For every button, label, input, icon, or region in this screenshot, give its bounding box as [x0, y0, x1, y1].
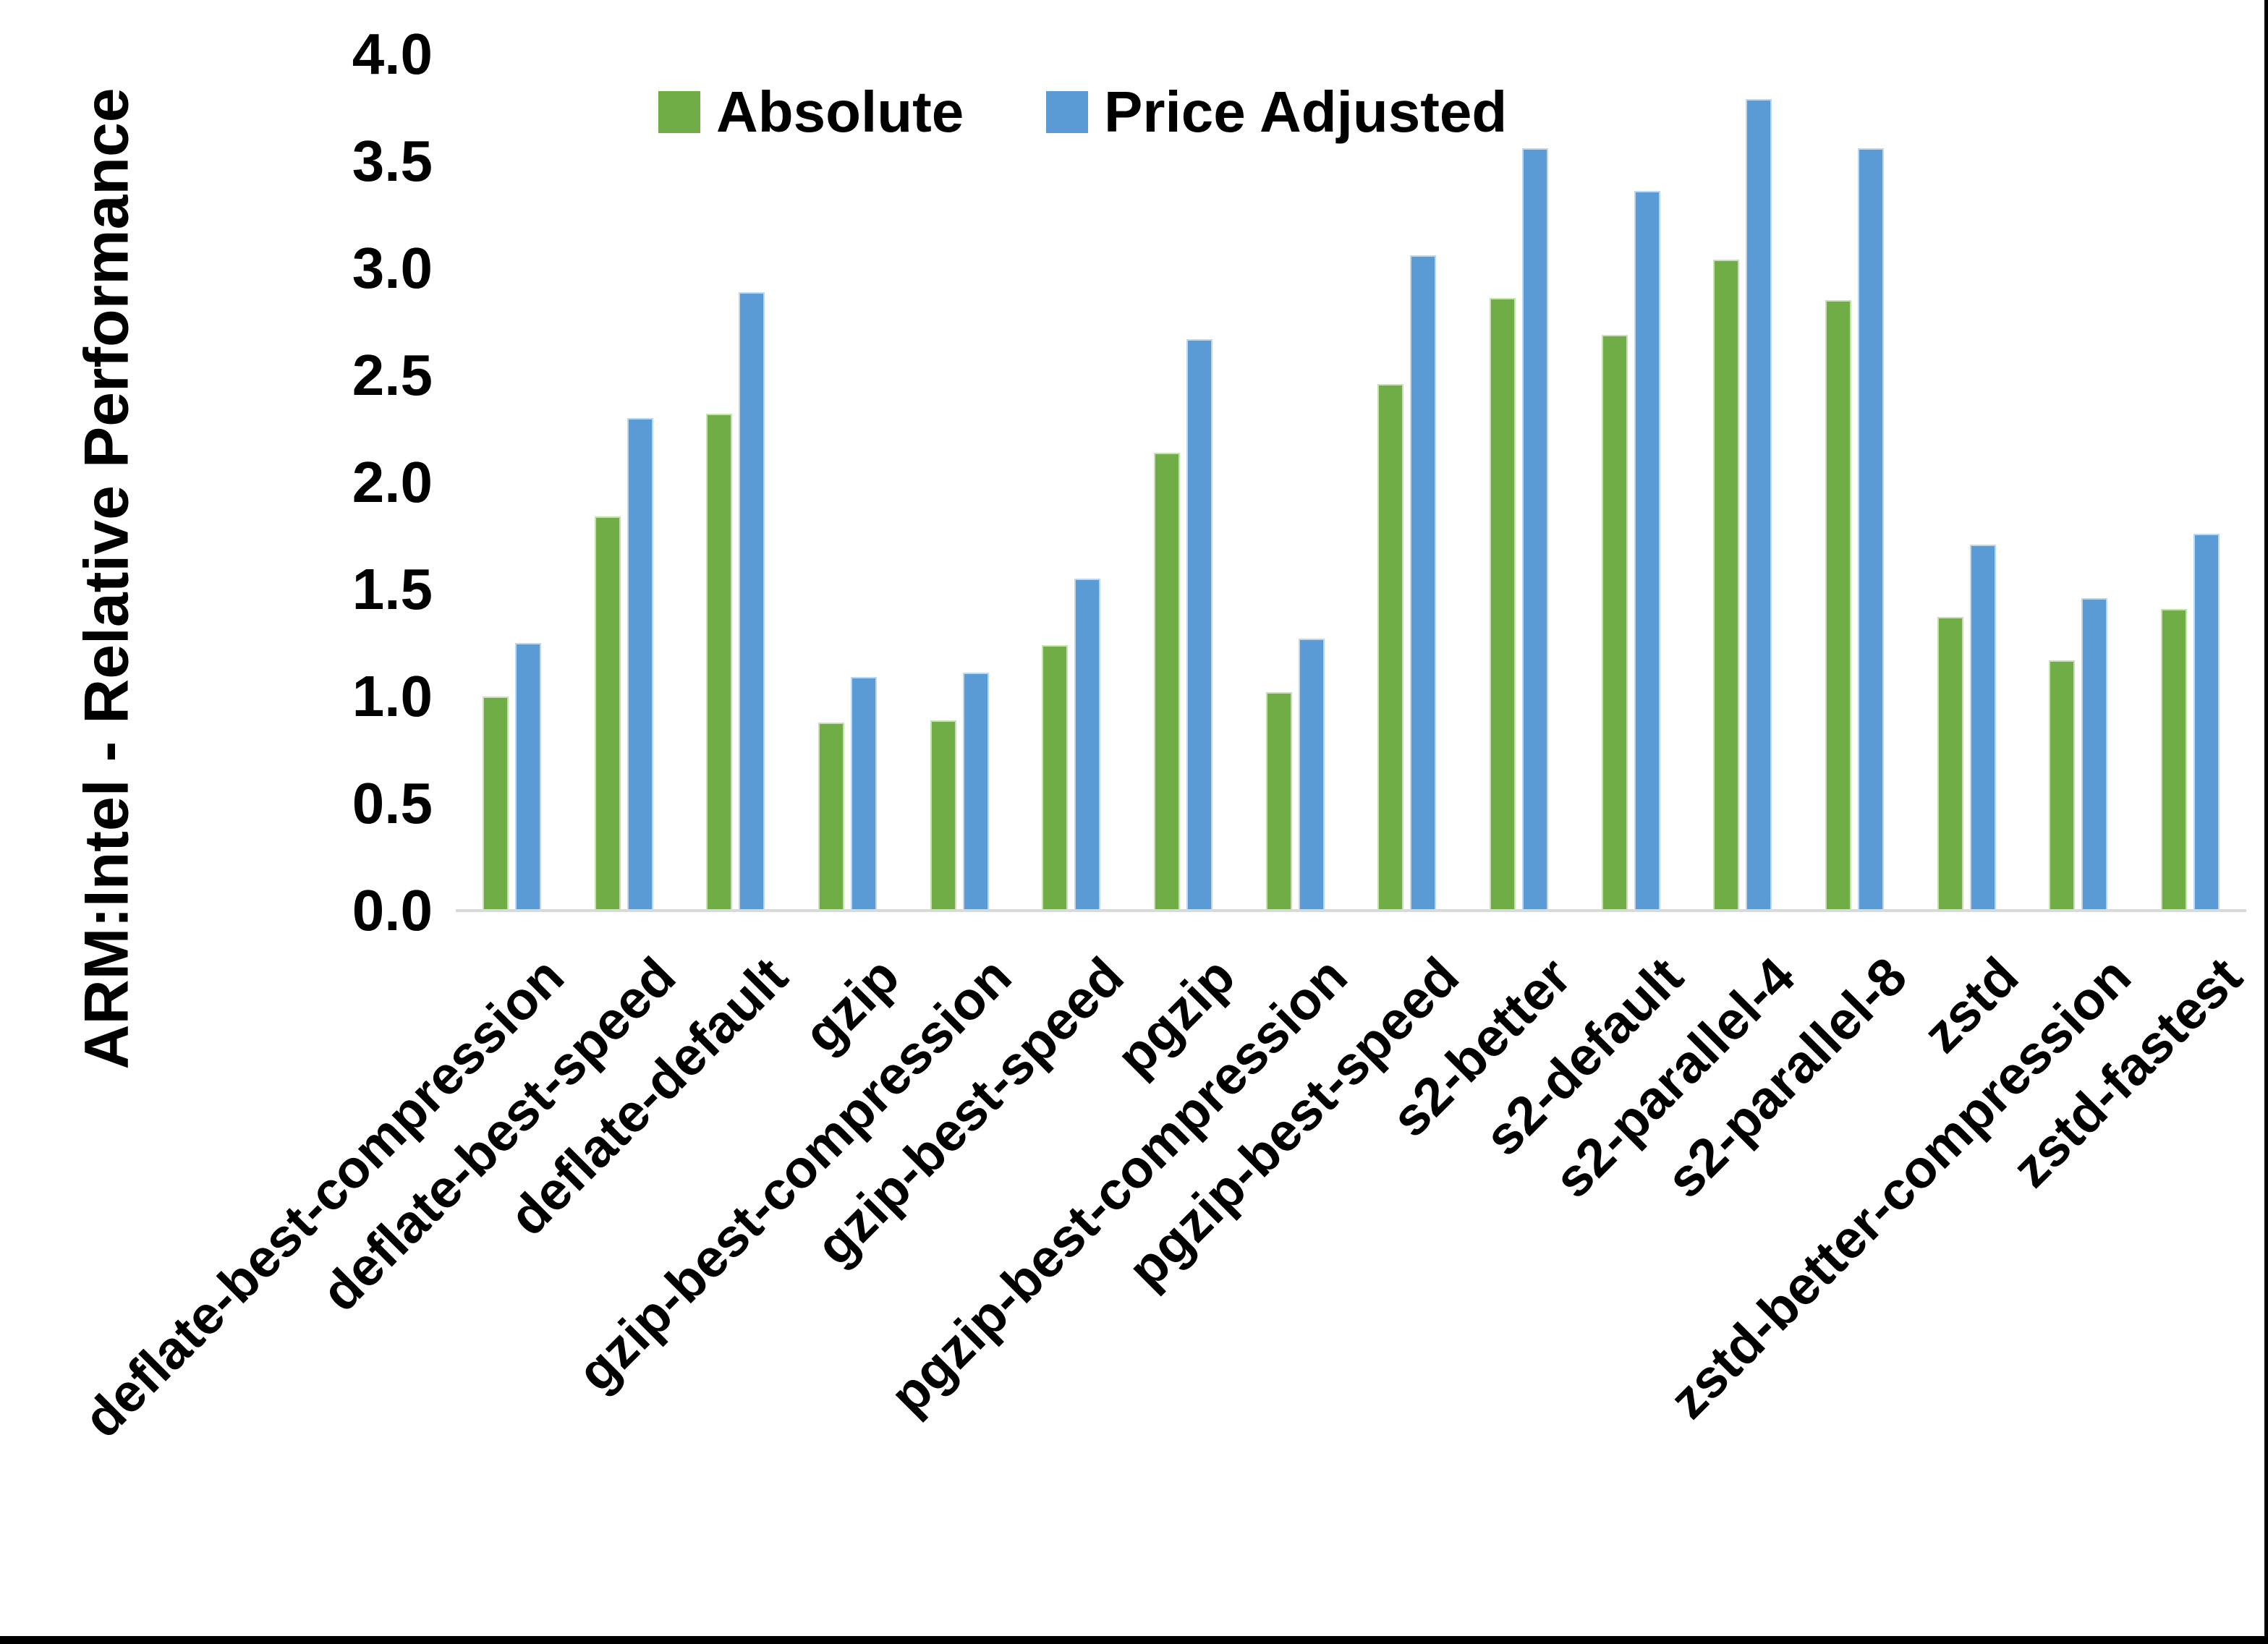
bar-zstd-better-compression-absolute [2049, 660, 2076, 911]
bar-deflate-best-compression-price-adjusted [514, 643, 541, 911]
bar-gzip-best-compression-absolute [930, 720, 956, 911]
bar-pgzip-best-compression-price-adjusted [1298, 639, 1325, 911]
bar-deflate-default-price-adjusted [739, 291, 765, 911]
bar-pgzip-price-adjusted [1186, 338, 1212, 911]
bar-gzip-price-adjusted [850, 677, 877, 911]
plot-area [456, 54, 2246, 911]
bar-deflate-best-compression-absolute [482, 697, 509, 911]
y-tick-0.5: 0.5 [352, 771, 433, 835]
y-tick-2.0: 2.0 [352, 450, 433, 514]
y-tick-3.5: 3.5 [352, 129, 433, 193]
y-tick-2.5: 2.5 [352, 343, 433, 407]
bar-s2-better-price-adjusted [1522, 148, 1549, 911]
y-tick-1.5: 1.5 [352, 557, 433, 621]
x-axis-category-labels: deflate-best-compression deflate-best-spe… [72, 911, 2254, 1634]
legend-label-absolute: Absolute [716, 80, 964, 144]
bar-zstd-fastest-price-adjusted [2193, 534, 2220, 911]
bar-gzip-best-compression-price-adjusted [962, 673, 989, 911]
bar-s2-default-absolute [1601, 334, 1628, 911]
bar-gzip-absolute [817, 722, 844, 911]
bar-s2-default-price-adjusted [1634, 191, 1660, 911]
y-axis-tick-labels: 0.0 0.5 1.0 1.5 2.0 2.5 3.0 3.5 4.0 [0, 25, 433, 940]
bar-pgzip-best-speed-absolute [1377, 383, 1404, 911]
y-tick-3.0: 3.0 [352, 236, 433, 300]
bar-pgzip-best-compression-absolute [1265, 692, 1292, 911]
bar-s2-parallel-4-price-adjusted [1746, 99, 1772, 911]
bar-pgzip-best-speed-price-adjusted [1410, 255, 1437, 911]
bar-s2-parallel-8-absolute [1825, 300, 1852, 911]
y-tick-0.0: 0.0 [352, 878, 433, 942]
y-tick-4.0: 4.0 [352, 22, 433, 86]
legend-label-price-adjusted: Price Adjusted [1104, 80, 1508, 144]
bar-s2-parallel-8-price-adjusted [1858, 148, 1885, 911]
bar-zstd-absolute [1937, 617, 1963, 911]
legend-swatch-price-adjusted [1046, 91, 1088, 133]
bar-s2-parallel-4-absolute [1713, 260, 1740, 911]
bar-deflate-best-speed-price-adjusted [627, 418, 653, 911]
bar-deflate-best-speed-absolute [594, 516, 621, 911]
x-label-deflate-best-compression: deflate-best-compression [72, 945, 575, 1449]
bar-zstd-fastest-absolute [2161, 608, 2188, 911]
legend-swatch-absolute [658, 91, 700, 133]
bar-gzip-best-speed-absolute [1042, 644, 1069, 911]
x-axis-line [456, 909, 2246, 912]
bar-gzip-best-speed-price-adjusted [1074, 579, 1101, 911]
bar-zstd-price-adjusted [1969, 544, 1996, 911]
y-tick-1.0: 1.0 [352, 664, 433, 728]
bar-zstd-better-compression-price-adjusted [2081, 597, 2108, 911]
bar-deflate-default-absolute [706, 414, 733, 911]
bar-pgzip-absolute [1153, 452, 1180, 911]
bar-s2-better-absolute [1490, 298, 1516, 911]
